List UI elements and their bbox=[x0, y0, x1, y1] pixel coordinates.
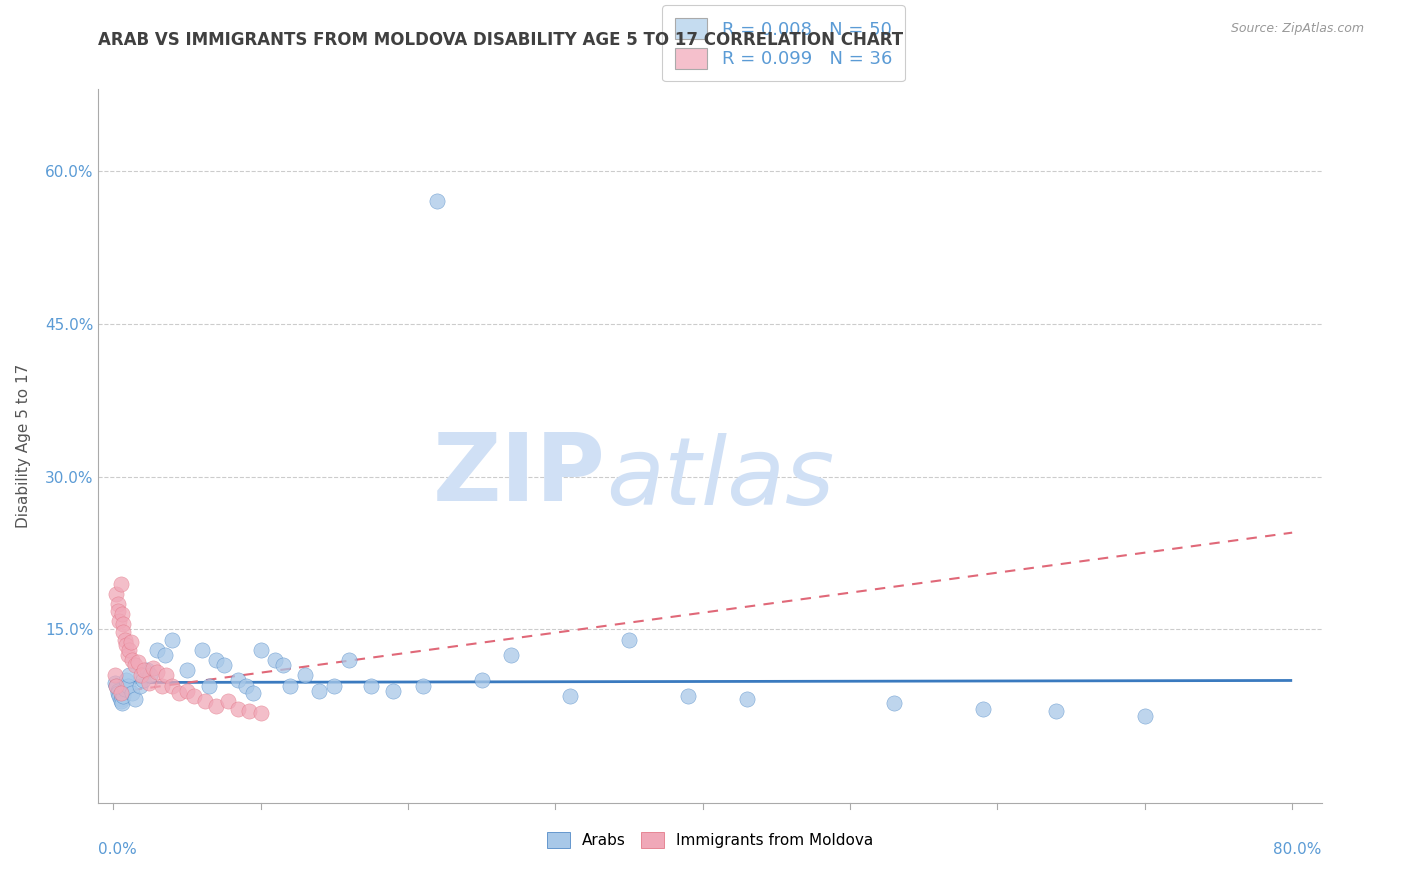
Point bbox=[176, 683, 198, 698]
Point bbox=[132, 663, 155, 677]
Point bbox=[205, 698, 228, 713]
Point bbox=[111, 696, 134, 710]
Point bbox=[105, 679, 128, 693]
Point bbox=[360, 679, 382, 693]
Point bbox=[735, 691, 758, 706]
Point bbox=[110, 686, 132, 700]
Point bbox=[105, 587, 128, 601]
Point bbox=[212, 658, 235, 673]
Point bbox=[128, 679, 150, 693]
Point bbox=[107, 683, 129, 698]
Point bbox=[160, 679, 183, 693]
Point bbox=[228, 673, 250, 688]
Text: ZIP: ZIP bbox=[433, 428, 606, 521]
Point bbox=[110, 576, 132, 591]
Point bbox=[426, 194, 449, 209]
Point bbox=[160, 632, 183, 647]
Point bbox=[146, 665, 169, 680]
Point bbox=[131, 673, 153, 688]
Point bbox=[382, 683, 405, 698]
Point bbox=[129, 668, 152, 682]
Point bbox=[112, 624, 135, 639]
Point bbox=[104, 668, 127, 682]
Point bbox=[111, 607, 134, 622]
Point bbox=[217, 694, 239, 708]
Point bbox=[1133, 709, 1156, 723]
Point bbox=[118, 668, 141, 682]
Text: 0.0%: 0.0% bbox=[98, 842, 138, 857]
Point bbox=[249, 706, 271, 720]
Point bbox=[127, 655, 149, 669]
Point bbox=[115, 638, 138, 652]
Point bbox=[115, 673, 138, 688]
Point bbox=[337, 653, 360, 667]
Point bbox=[107, 597, 129, 611]
Point bbox=[114, 632, 136, 647]
Point bbox=[205, 653, 228, 667]
Point bbox=[412, 679, 434, 693]
Point bbox=[117, 679, 139, 693]
Point bbox=[471, 673, 494, 688]
Point bbox=[499, 648, 522, 662]
Point bbox=[249, 643, 271, 657]
Point bbox=[136, 663, 159, 677]
Text: ARAB VS IMMIGRANTS FROM MOLDOVA DISABILITY AGE 5 TO 17 CORRELATION CHART: ARAB VS IMMIGRANTS FROM MOLDOVA DISABILI… bbox=[98, 31, 904, 49]
Point bbox=[308, 683, 330, 698]
Point bbox=[676, 689, 699, 703]
Point bbox=[238, 704, 260, 718]
Point bbox=[146, 643, 169, 657]
Text: Source: ZipAtlas.com: Source: ZipAtlas.com bbox=[1230, 22, 1364, 36]
Point bbox=[558, 689, 581, 703]
Point bbox=[1045, 704, 1067, 718]
Point bbox=[294, 668, 316, 682]
Point bbox=[972, 702, 994, 716]
Point bbox=[883, 696, 905, 710]
Point bbox=[323, 679, 346, 693]
Point bbox=[105, 679, 128, 693]
Point bbox=[271, 658, 294, 673]
Point bbox=[124, 658, 146, 673]
Point bbox=[617, 632, 640, 647]
Point bbox=[110, 694, 132, 708]
Point bbox=[112, 617, 135, 632]
Point bbox=[142, 661, 165, 675]
Point bbox=[112, 689, 135, 703]
Point bbox=[108, 689, 131, 703]
Point bbox=[278, 679, 301, 693]
Point bbox=[104, 675, 127, 690]
Point bbox=[124, 691, 146, 706]
Text: 80.0%: 80.0% bbox=[1274, 842, 1322, 857]
Point bbox=[107, 604, 129, 618]
Legend: Arabs, Immigrants from Moldova: Arabs, Immigrants from Moldova bbox=[538, 824, 882, 855]
Point bbox=[228, 702, 250, 716]
Point bbox=[139, 668, 162, 682]
Y-axis label: Disability Age 5 to 17: Disability Age 5 to 17 bbox=[17, 364, 31, 528]
Point bbox=[235, 679, 257, 693]
Point bbox=[114, 681, 136, 696]
Point bbox=[190, 643, 212, 657]
Point bbox=[183, 689, 205, 703]
Point bbox=[121, 686, 143, 700]
Point bbox=[150, 679, 173, 693]
Point bbox=[121, 653, 143, 667]
Text: atlas: atlas bbox=[606, 433, 834, 524]
Point bbox=[120, 634, 142, 648]
Point bbox=[193, 694, 215, 708]
Point bbox=[198, 679, 221, 693]
Point bbox=[108, 615, 131, 629]
Point bbox=[110, 691, 132, 706]
Point bbox=[242, 686, 264, 700]
Point bbox=[176, 663, 198, 677]
Point bbox=[117, 648, 139, 662]
Point bbox=[118, 643, 141, 657]
Point bbox=[153, 648, 176, 662]
Point bbox=[107, 686, 129, 700]
Point bbox=[138, 675, 160, 690]
Point bbox=[264, 653, 287, 667]
Point bbox=[155, 668, 177, 682]
Point bbox=[169, 686, 191, 700]
